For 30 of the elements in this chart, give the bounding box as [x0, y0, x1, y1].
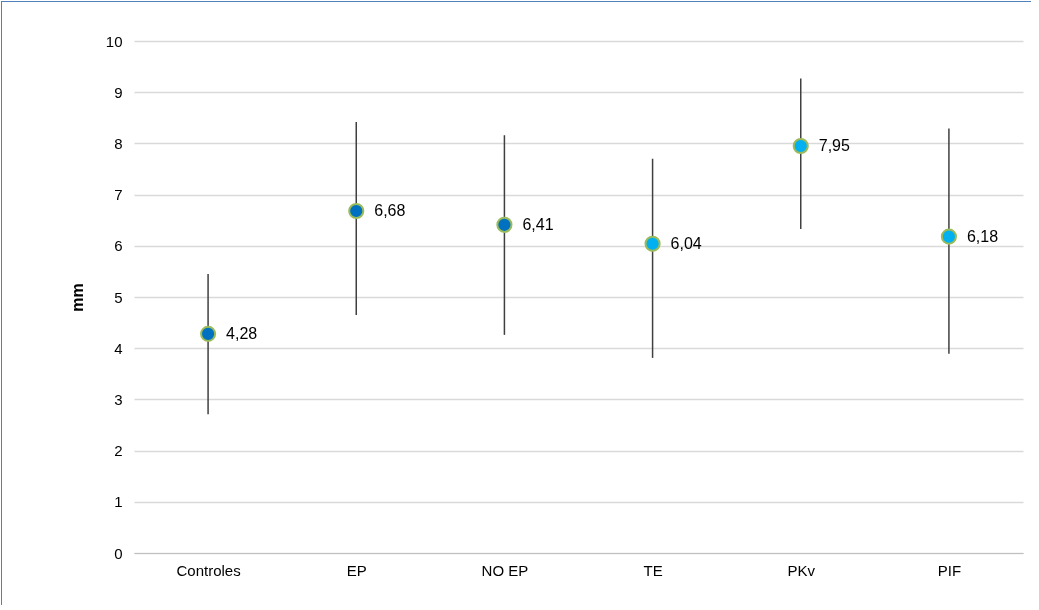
x-tick-label: NO EP: [481, 561, 529, 579]
x-tick-label: PKv: [787, 561, 816, 579]
x-tick-label: Controles: [176, 561, 241, 579]
data-label: 6,68: [374, 201, 406, 219]
data-label: 4,28: [226, 324, 258, 342]
y-axis-title: mm: [68, 283, 86, 312]
x-tick-label: TE: [643, 561, 663, 579]
x-tick-label: PIF: [937, 561, 962, 579]
data-label: 6,18: [966, 227, 999, 245]
x-tick-label: EP: [346, 561, 367, 579]
y-tick-label: 0: [114, 544, 123, 562]
point: [644, 235, 661, 252]
point: [940, 228, 957, 245]
point: [792, 137, 809, 155]
y-tick-label: 3: [114, 390, 123, 408]
y-tick-label: 6: [114, 237, 123, 255]
point: [348, 202, 365, 220]
data-label: 6,41: [522, 215, 554, 233]
y-tick-label: 5: [114, 288, 123, 306]
y-tick-label: 10: [105, 32, 123, 50]
y-tick-label: 8: [114, 134, 123, 152]
y-tick-label: 4: [114, 339, 123, 357]
point: [496, 216, 513, 233]
y-tick-label: 2: [114, 442, 123, 460]
y-tick-label: 9: [114, 83, 123, 101]
point: [200, 325, 217, 342]
y-tick-label: 1: [114, 493, 123, 511]
y-tick-label: 7: [114, 186, 123, 204]
data-label: 7,95: [818, 136, 850, 154]
data-label: 6,04: [670, 234, 702, 252]
